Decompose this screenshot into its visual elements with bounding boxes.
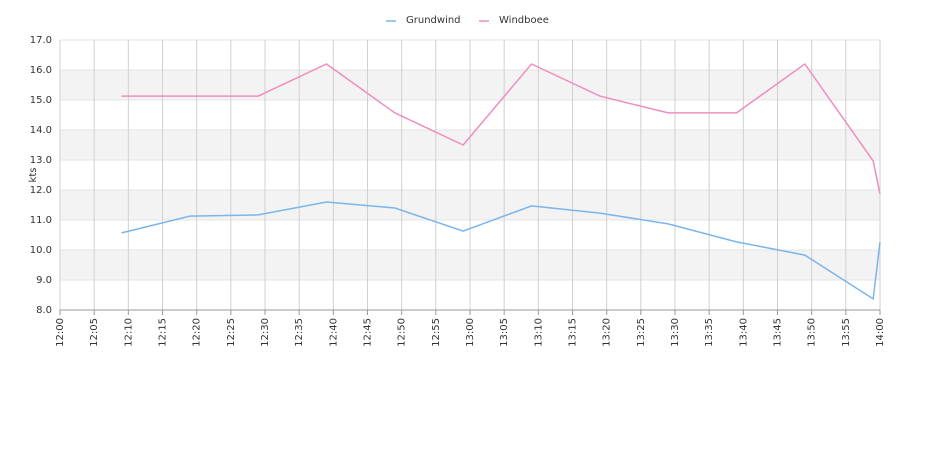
x-tick-label: 13:20 xyxy=(602,318,613,347)
x-tick-label: 13:55 xyxy=(841,318,852,347)
legend-label: Windboee xyxy=(499,15,549,26)
y-tick-label: 9.0 xyxy=(36,275,52,286)
y-tick-label: 15.0 xyxy=(30,95,52,106)
series-line xyxy=(121,201,881,301)
y-tick-label: 11.0 xyxy=(30,215,52,226)
x-tick-label: 12:05 xyxy=(89,318,100,347)
legend-label: Grundwind xyxy=(406,15,461,26)
y-tick-label: 8.0 xyxy=(36,305,52,316)
x-tick-label: 13:30 xyxy=(670,318,681,347)
x-tick-label: 12:45 xyxy=(363,318,374,347)
x-tick-label: 12:50 xyxy=(397,318,408,347)
x-tick-label: 13:10 xyxy=(533,318,544,347)
x-tick-label: 13:05 xyxy=(499,318,510,347)
x-tick-label: 14:00 xyxy=(875,318,886,347)
x-tick-label: 13:35 xyxy=(704,318,715,347)
x-tick-label: 12:15 xyxy=(158,318,169,347)
y-tick-label: 17.0 xyxy=(30,35,52,46)
legend-item: Windboee xyxy=(479,15,549,26)
y-tick-label: 13.0 xyxy=(30,155,52,166)
x-tick-label: 12:35 xyxy=(294,318,305,347)
x-tick-label: 13:25 xyxy=(636,318,647,347)
y-axis-label: kts xyxy=(28,168,39,183)
series-line xyxy=(121,62,881,195)
legend-item: Grundwind xyxy=(386,15,461,26)
y-tick-label: 12.0 xyxy=(30,185,52,196)
x-tick-label: 13:15 xyxy=(568,318,579,347)
x-tick-label: 13:40 xyxy=(738,318,749,347)
x-tick-label: 12:30 xyxy=(260,318,271,347)
x-tick-label: 12:10 xyxy=(123,318,134,347)
y-tick-label: 10.0 xyxy=(30,245,52,256)
x-tick-label: 13:50 xyxy=(807,318,818,347)
y-tick-label: 16.0 xyxy=(30,65,52,76)
x-tick-label: 13:00 xyxy=(465,318,476,347)
x-tick-label: 12:20 xyxy=(192,318,203,347)
x-tick-label: 13:45 xyxy=(773,318,784,347)
x-tick-label: 12:55 xyxy=(431,318,442,347)
x-tick-label: 12:00 xyxy=(55,318,66,347)
y-tick-label: 14.0 xyxy=(30,125,52,136)
x-tick-label: 12:25 xyxy=(226,318,237,347)
x-tick-label: 12:40 xyxy=(328,318,339,347)
